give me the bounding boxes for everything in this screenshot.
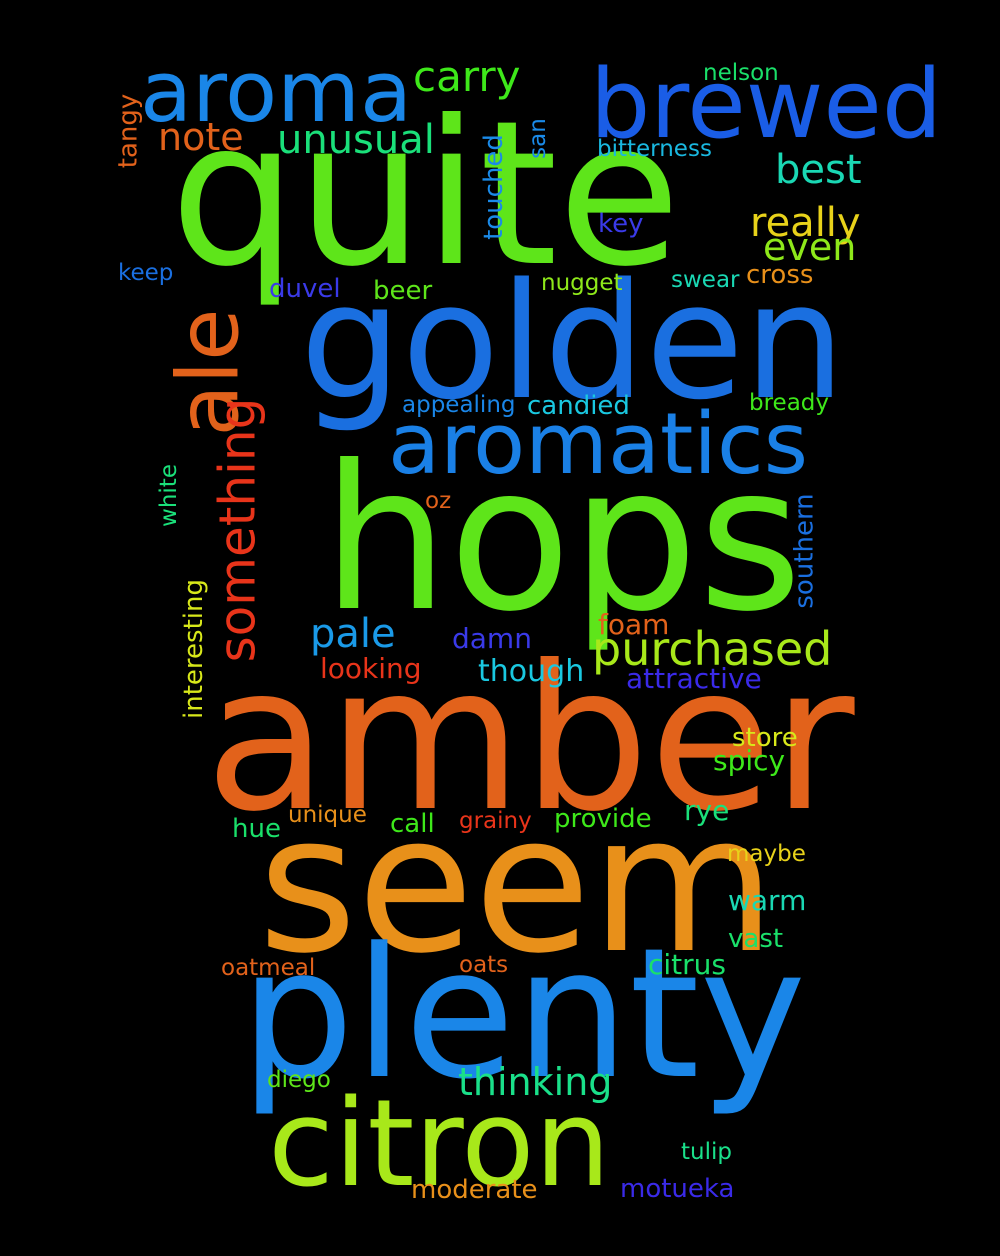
- word-beer: beer: [373, 276, 433, 306]
- word-oatmeal: oatmeal: [221, 955, 316, 981]
- word-damn: damn: [452, 622, 532, 655]
- word-oz: oz: [425, 488, 452, 514]
- word-provide: provide: [554, 804, 652, 834]
- word-nugget: nugget: [541, 270, 623, 296]
- word-foam: foam: [598, 608, 670, 641]
- word-motueka: motueka: [620, 1174, 735, 1204]
- word-tangy: tangy: [113, 93, 144, 169]
- word-nelson: nelson: [703, 60, 779, 86]
- word-aromatics: aromatics: [388, 395, 809, 494]
- word-attractive: attractive: [626, 662, 762, 695]
- word-diego: diego: [267, 1067, 331, 1093]
- word-note: note: [158, 115, 244, 159]
- word-hops: hops: [322, 423, 803, 656]
- word-unique: unique: [288, 802, 367, 828]
- word-duvel: duvel: [269, 274, 341, 304]
- word-tulip: tulip: [681, 1139, 732, 1165]
- word-rye: rye: [684, 794, 730, 827]
- word-something: something: [208, 397, 267, 663]
- word-looking: looking: [320, 652, 422, 685]
- word-warm: warm: [728, 884, 807, 917]
- word-citrus: citrus: [648, 948, 726, 981]
- word-bitterness: bitterness: [597, 136, 712, 162]
- word-though: though: [478, 654, 585, 689]
- word-thinking: thinking: [458, 1060, 613, 1104]
- word-bready: bready: [749, 390, 830, 416]
- word-southern: southern: [789, 493, 820, 609]
- word-unusual: unusual: [277, 117, 435, 163]
- word-amber: amber: [205, 623, 855, 856]
- word-swear: swear: [671, 267, 740, 293]
- word-cross: cross: [746, 260, 814, 290]
- word-moderate: moderate: [411, 1175, 538, 1205]
- word-plenty: plenty: [240, 910, 807, 1119]
- word-quite: quite: [170, 78, 681, 311]
- word-brewed: brewed: [590, 50, 943, 160]
- word-even: even: [763, 225, 857, 269]
- word-carry: carry: [413, 52, 521, 101]
- word-purchased: purchased: [592, 622, 833, 676]
- word-aroma: aroma: [140, 43, 413, 142]
- word-touched: touched: [478, 134, 509, 240]
- word-key: key: [598, 209, 644, 239]
- word-call: call: [390, 809, 435, 839]
- word-candied: candied: [527, 391, 630, 421]
- word-really: really: [750, 200, 861, 246]
- word-keep: keep: [118, 260, 174, 286]
- word-spicy: spicy: [713, 744, 786, 777]
- word-appealing: appealing: [402, 392, 516, 418]
- word-san: san: [524, 118, 551, 159]
- word-oats: oats: [459, 952, 509, 978]
- word-best: best: [775, 147, 862, 193]
- word-citron: citron: [268, 1075, 611, 1214]
- word-hue: hue: [232, 814, 281, 844]
- word-seem: seem: [258, 774, 776, 995]
- word-golden: golden: [300, 248, 846, 435]
- word-pale: pale: [310, 611, 396, 657]
- word-store: store: [732, 723, 798, 753]
- word-interesting: interesting: [178, 579, 209, 719]
- word-grainy: grainy: [459, 808, 532, 834]
- word-maybe: maybe: [727, 841, 806, 867]
- word-white: white: [155, 464, 182, 527]
- word-vast: vast: [728, 924, 784, 954]
